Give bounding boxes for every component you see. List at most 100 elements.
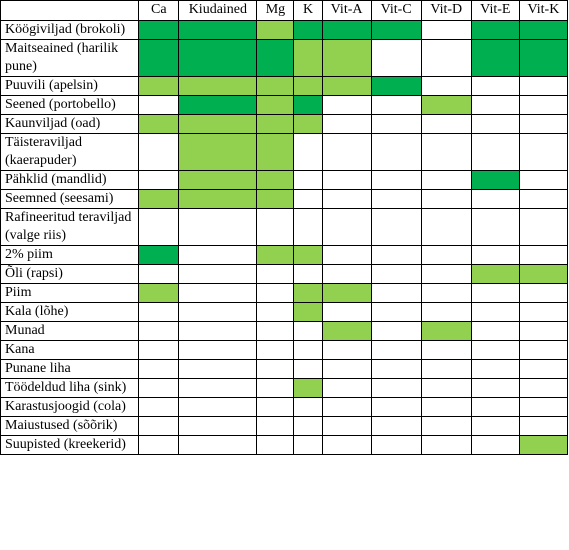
level-cell: [370, 114, 422, 134]
level-cell: [256, 20, 295, 40]
level-cell: [420, 114, 472, 134]
level-cell: [293, 359, 323, 379]
level-cell: [138, 95, 180, 115]
level-cell: [138, 378, 180, 398]
row-label: Suupisted (kreekerid): [0, 435, 140, 455]
level-cell: [138, 170, 180, 190]
level-cell: [420, 416, 472, 436]
column-header: K: [293, 0, 323, 21]
level-cell: [518, 114, 569, 134]
level-cell: [178, 302, 258, 322]
level-cell: [138, 245, 180, 265]
level-cell: [321, 435, 372, 455]
level-cell: [178, 416, 258, 436]
level-cell: [470, 20, 520, 40]
level-cell: [470, 39, 520, 77]
row-label: Kana: [0, 340, 140, 360]
level-cell: [420, 133, 472, 171]
level-cell: [470, 133, 520, 171]
level-cell: [470, 264, 520, 284]
level-cell: [518, 189, 569, 209]
level-cell: [321, 264, 372, 284]
level-cell: [293, 189, 323, 209]
level-cell: [470, 302, 520, 322]
level-cell: [518, 321, 569, 341]
row-label: Karastusjoogid (cola): [0, 397, 140, 417]
column-header: Vit-D: [420, 0, 472, 21]
level-cell: [370, 359, 422, 379]
row-label: Puuvili (apelsin): [0, 76, 140, 96]
corner-cell: [0, 0, 140, 21]
level-cell: [178, 76, 258, 96]
level-cell: [518, 378, 569, 398]
level-cell: [293, 20, 323, 40]
level-cell: [178, 340, 258, 360]
row-label: Kaunviljad (oad): [0, 114, 140, 134]
row-label: 2% piim: [0, 245, 140, 265]
level-cell: [420, 170, 472, 190]
table-row: Õli (rapsi): [0, 264, 569, 284]
level-cell: [178, 359, 258, 379]
level-cell: [178, 39, 258, 77]
level-cell: [470, 359, 520, 379]
level-cell: [293, 321, 323, 341]
level-cell: [321, 189, 372, 209]
level-cell: [518, 283, 569, 303]
header-row: Ca Kiudained Mg K Vit-A Vit-C Vit-D Vit-…: [0, 0, 569, 21]
level-cell: [420, 20, 472, 40]
level-cell: [370, 39, 422, 77]
level-cell: [178, 264, 258, 284]
level-cell: [256, 302, 295, 322]
level-cell: [370, 378, 422, 398]
level-cell: [370, 397, 422, 417]
level-cell: [370, 20, 422, 40]
level-cell: [293, 133, 323, 171]
level-cell: [518, 133, 569, 171]
row-label: Täisteraviljad (kaerapuder): [0, 133, 140, 171]
column-header: Mg: [256, 0, 295, 21]
level-cell: [321, 397, 372, 417]
level-cell: [138, 114, 180, 134]
table-row: Punane liha: [0, 359, 569, 379]
level-cell: [321, 95, 372, 115]
level-cell: [256, 76, 295, 96]
table-row: Suupisted (kreekerid): [0, 435, 569, 455]
level-cell: [470, 114, 520, 134]
column-header: Vit-E: [470, 0, 520, 21]
level-cell: [470, 378, 520, 398]
level-cell: [370, 264, 422, 284]
level-cell: [420, 76, 472, 96]
row-label: Punane liha: [0, 359, 140, 379]
level-cell: [321, 378, 372, 398]
level-cell: [293, 95, 323, 115]
level-cell: [256, 133, 295, 171]
row-label: Piim: [0, 283, 140, 303]
level-cell: [420, 321, 472, 341]
level-cell: [293, 397, 323, 417]
column-header: Vit-K: [518, 0, 569, 21]
level-cell: [293, 302, 323, 322]
nutrient-table: Ca Kiudained Mg K Vit-A Vit-C Vit-D Vit-…: [0, 0, 569, 455]
level-cell: [370, 283, 422, 303]
column-header: Vit-A: [321, 0, 372, 21]
level-cell: [420, 359, 472, 379]
level-cell: [420, 302, 472, 322]
table-row: Puuvili (apelsin): [0, 76, 569, 96]
level-cell: [178, 189, 258, 209]
level-cell: [420, 435, 472, 455]
level-cell: [138, 20, 180, 40]
level-cell: [321, 416, 372, 436]
level-cell: [138, 133, 180, 171]
level-cell: [470, 170, 520, 190]
level-cell: [518, 435, 569, 455]
level-cell: [256, 397, 295, 417]
level-cell: [420, 283, 472, 303]
level-cell: [321, 114, 372, 134]
level-cell: [321, 39, 372, 77]
level-cell: [293, 264, 323, 284]
level-cell: [256, 189, 295, 209]
level-cell: [518, 39, 569, 77]
level-cell: [420, 39, 472, 77]
level-cell: [138, 39, 180, 77]
level-cell: [518, 397, 569, 417]
